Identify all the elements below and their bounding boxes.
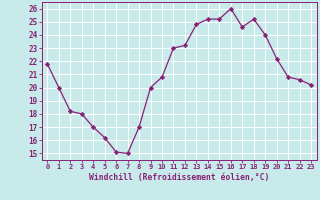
- X-axis label: Windchill (Refroidissement éolien,°C): Windchill (Refroidissement éolien,°C): [89, 173, 269, 182]
